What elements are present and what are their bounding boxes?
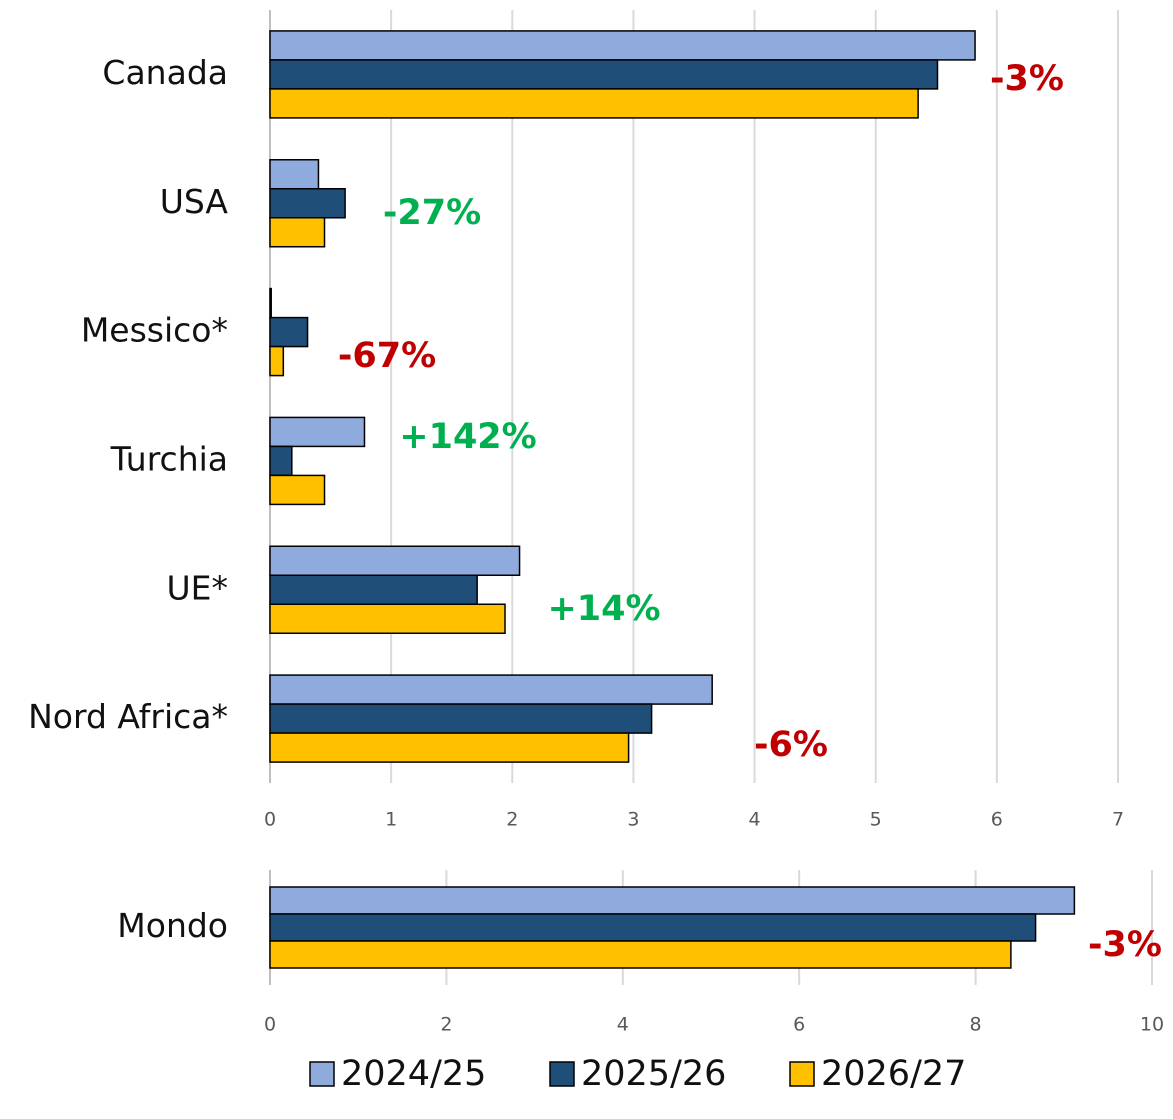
bar (269, 88, 919, 119)
bar (269, 603, 506, 634)
bar (269, 159, 320, 190)
annotation: +142% (399, 417, 536, 457)
category-label: UE* (166, 568, 228, 607)
bar (269, 886, 1076, 915)
x-tick-label: 2 (506, 809, 518, 831)
annotation: -27% (383, 193, 481, 233)
bar (269, 30, 976, 61)
x-tick-label: 10 (1140, 1014, 1164, 1036)
bar (269, 574, 478, 605)
x-tick-label: 3 (627, 809, 639, 831)
bar (269, 188, 346, 219)
x-tick-label: 0 (264, 809, 276, 831)
bar (269, 674, 713, 705)
x-tick-label: 8 (970, 1014, 982, 1036)
bar (269, 345, 285, 377)
bar (269, 316, 309, 348)
category-label: Turchia (110, 439, 228, 478)
legend-swatch (309, 1061, 335, 1087)
category-label: Mondo (117, 906, 228, 945)
legend-swatch (549, 1061, 575, 1087)
annotation: -67% (338, 336, 436, 376)
x-tick-label: 6 (991, 809, 1003, 831)
bar (269, 703, 653, 734)
category-label: Nord Africa* (28, 697, 228, 736)
legend-swatch (789, 1061, 815, 1087)
x-tick-label: 4 (617, 1014, 629, 1036)
legend-label: 2024/25 (341, 1054, 486, 1094)
bar (269, 445, 293, 477)
bar (269, 545, 521, 576)
bar (269, 59, 939, 90)
annotation: -3% (1088, 925, 1162, 965)
bar (269, 913, 1037, 942)
legend-label: 2025/26 (581, 1054, 726, 1094)
x-tick-label: 0 (264, 1014, 276, 1036)
category-label: Canada (102, 53, 228, 92)
x-tick-label: 2 (440, 1014, 452, 1036)
x-tick-label: 7 (1112, 809, 1124, 831)
legend-label: 2026/27 (821, 1054, 966, 1094)
x-tick-label: 4 (749, 809, 761, 831)
bar (269, 940, 1012, 969)
category-label: Messico* (81, 311, 228, 350)
annotation: +14% (547, 589, 660, 629)
bar (269, 287, 272, 319)
annotation: -3% (990, 59, 1064, 99)
bar (269, 732, 630, 763)
bar (269, 416, 366, 448)
category-label: USA (160, 182, 229, 221)
bar (269, 217, 326, 248)
x-tick-label: 5 (870, 809, 882, 831)
bar (269, 474, 326, 506)
x-tick-label: 6 (793, 1014, 805, 1036)
x-tick-label: 1 (385, 809, 397, 831)
annotation: -6% (754, 725, 828, 765)
